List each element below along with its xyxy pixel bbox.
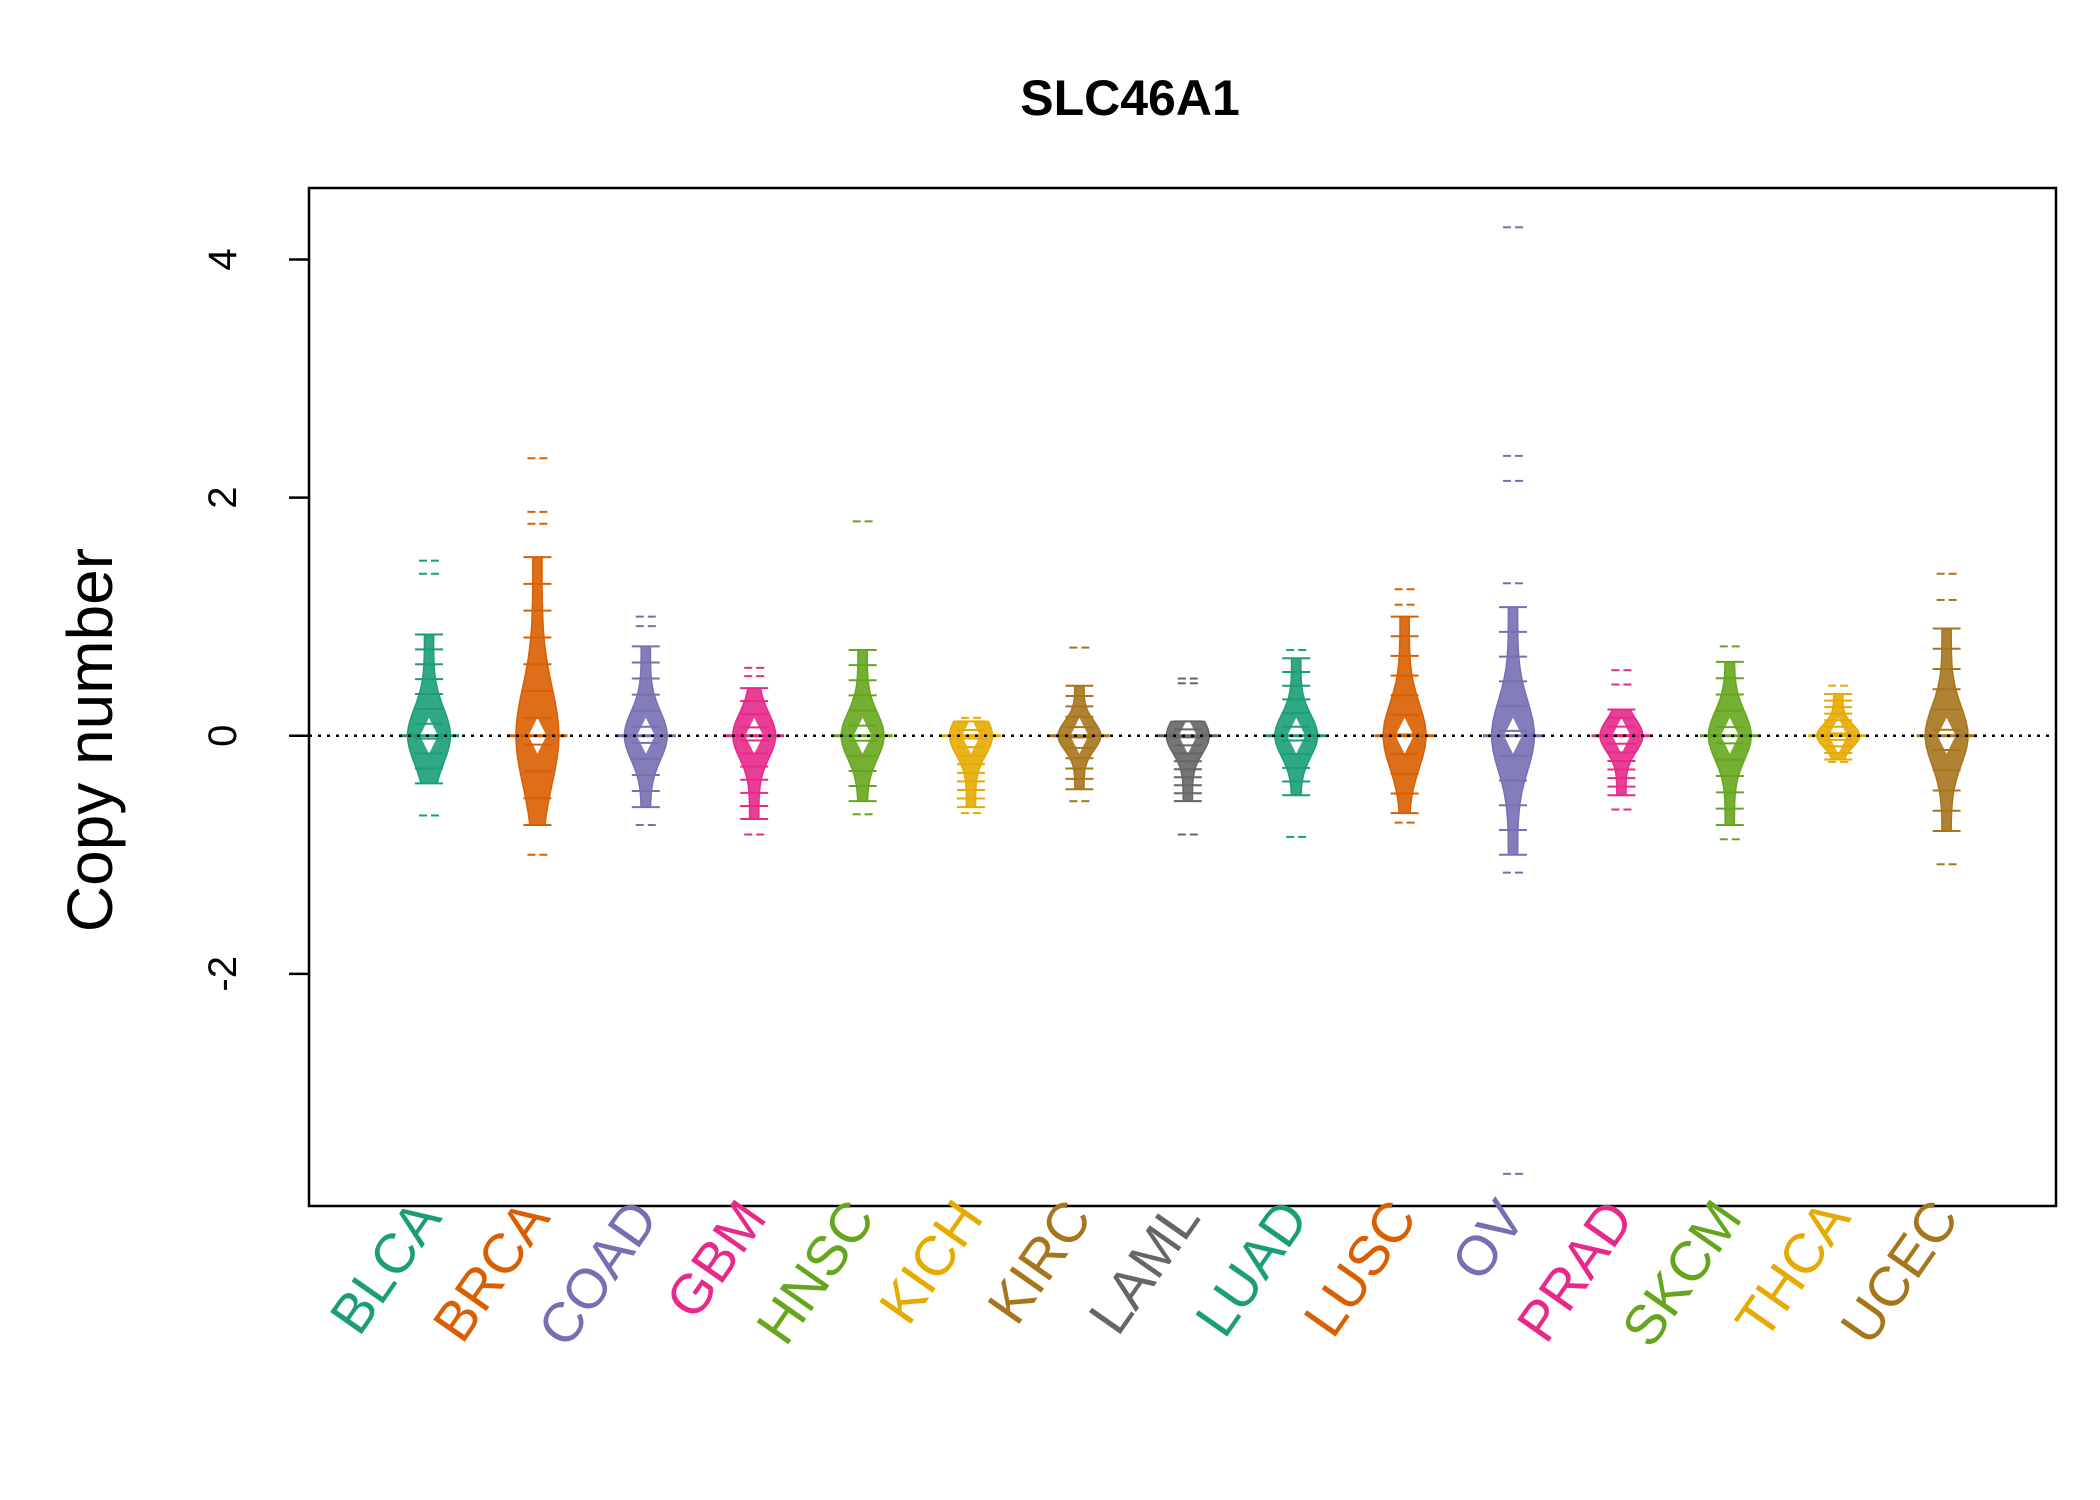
x-category-label-coad: COAD [525,1189,669,1358]
bean-thca [1808,684,1869,763]
bean-ucec [1916,572,1977,866]
bean-hnsc [832,520,893,816]
x-category-label-ucec: UCEC [1828,1189,1971,1355]
x-category-label-laml: LAML [1076,1189,1212,1345]
y-tick-label: 4 [201,248,245,270]
y-tick-label: -2 [201,956,245,992]
x-category-label-skcm: SKCM [1609,1189,1753,1358]
bean-skcm [1699,645,1760,841]
y-tick-label: 2 [201,486,245,508]
bean-prad [1591,669,1652,811]
bean-ov [1483,226,1543,1175]
x-category-label-ov: OV [1439,1188,1537,1291]
plot-area [309,226,2056,1175]
bean-laml [1157,677,1218,836]
y-tick-label: 0 [201,725,245,747]
bean-brca [507,457,568,856]
bean-kich [941,716,1001,815]
chart-title: SLC46A1 [1020,70,1240,126]
bean-coad [615,615,676,826]
plot-frame [307,186,2058,1208]
bean-kirc [1049,646,1110,803]
x-category-label-kich: KICH [866,1189,994,1335]
x-category-label-lusc: LUSC [1291,1189,1428,1348]
x-category-label-luad: LUAD [1183,1189,1320,1348]
bean-gbm [724,666,785,836]
x-category-label-hnsc: HNSC [744,1189,887,1355]
bean-lusc [1374,588,1435,824]
y-axis-label: Copy number [54,548,126,932]
y-axis: -2 0 2 4 [201,248,309,992]
bean-luad [1266,648,1327,838]
bean-blca [399,559,459,817]
